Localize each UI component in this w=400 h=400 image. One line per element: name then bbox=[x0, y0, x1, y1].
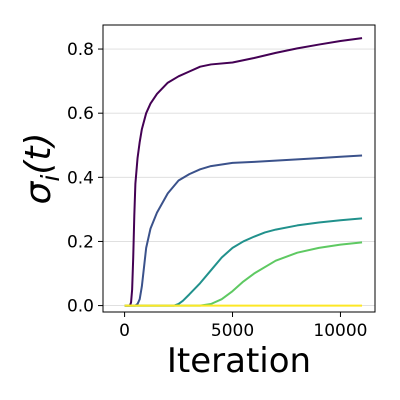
y-tick-label: 0.2 bbox=[67, 232, 94, 252]
series-lines bbox=[124, 37, 363, 307]
y-tick-label: 0.0 bbox=[67, 297, 94, 317]
y-axis-label-argument: (t) bbox=[18, 133, 59, 175]
x-tick-label: 10000 bbox=[313, 321, 367, 341]
x-tick-label: 0 bbox=[119, 321, 130, 341]
y-tick-label: 0.8 bbox=[67, 40, 94, 60]
series-line-2 bbox=[124, 154, 363, 307]
y-tick-label: 0.6 bbox=[67, 104, 94, 124]
x-tick-label: 5000 bbox=[211, 321, 254, 341]
x-axis-label: Iteration bbox=[167, 341, 311, 381]
series-line-1 bbox=[124, 37, 363, 307]
plot-frame bbox=[102, 24, 376, 313]
y-axis-label: σi(t) bbox=[18, 133, 65, 205]
y-axis-label-base: σ bbox=[18, 181, 59, 205]
series-line-4 bbox=[124, 241, 363, 307]
y-axis-ticks: 0.0 0.2 0.4 0.6 0.8 bbox=[67, 40, 103, 317]
y-tick-label: 0.4 bbox=[67, 168, 94, 188]
series-line-3 bbox=[124, 217, 363, 307]
x-axis-ticks: 0 5000 10000 bbox=[119, 312, 368, 341]
y-axis-label-subscript: i bbox=[36, 175, 65, 182]
